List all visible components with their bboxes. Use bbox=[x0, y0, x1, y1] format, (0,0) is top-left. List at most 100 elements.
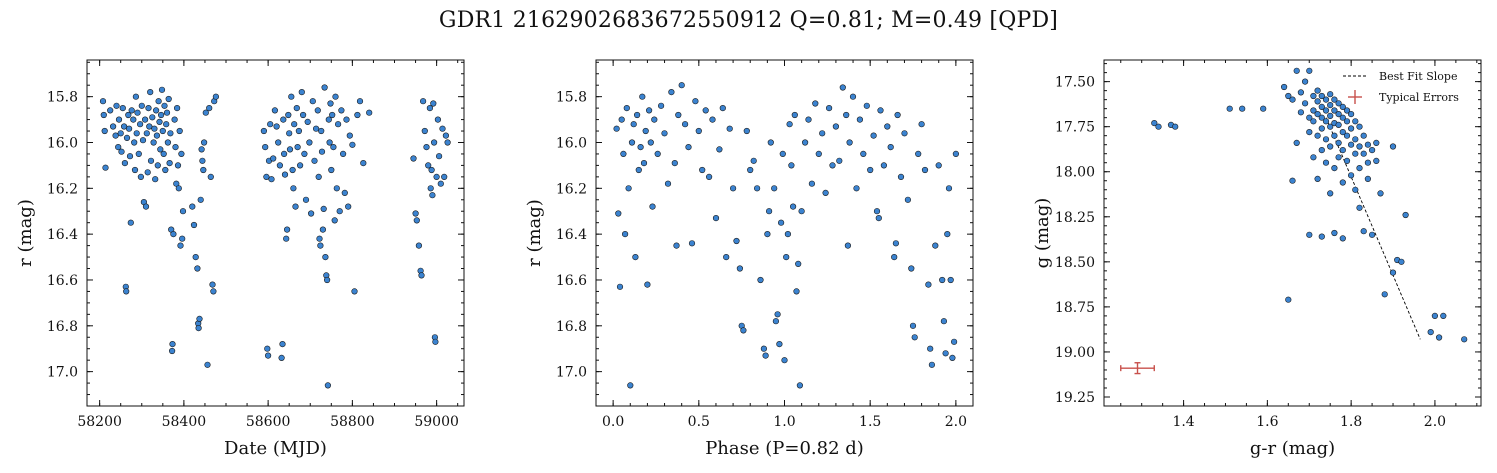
x-tick-label: 58400 bbox=[162, 414, 207, 430]
data-point bbox=[947, 276, 954, 284]
data-point bbox=[1347, 172, 1355, 179]
data-point bbox=[771, 185, 778, 192]
data-point bbox=[209, 281, 216, 288]
data-point bbox=[640, 160, 648, 167]
data-point bbox=[1335, 121, 1342, 128]
data-point bbox=[412, 210, 419, 217]
data-point bbox=[945, 185, 953, 192]
data-point bbox=[341, 189, 348, 196]
typical-error-bar bbox=[1120, 362, 1155, 375]
data-point bbox=[918, 121, 925, 128]
data-point bbox=[829, 162, 836, 169]
data-point bbox=[1398, 258, 1405, 265]
y-tick-label: 18.00 bbox=[1055, 165, 1095, 181]
data-point bbox=[281, 171, 289, 178]
data-point bbox=[132, 93, 139, 100]
data-point bbox=[328, 166, 335, 174]
data-point bbox=[927, 345, 934, 352]
data-point bbox=[880, 162, 888, 169]
data-point bbox=[349, 141, 356, 148]
data-point bbox=[657, 102, 665, 109]
data-point bbox=[302, 196, 310, 203]
data-point bbox=[1343, 107, 1351, 114]
data-point bbox=[335, 121, 342, 128]
data-point bbox=[154, 162, 161, 169]
data-point bbox=[331, 217, 338, 224]
data-point bbox=[1402, 211, 1409, 219]
data-point bbox=[950, 338, 958, 345]
data-point bbox=[155, 98, 162, 105]
data-point bbox=[702, 107, 709, 114]
data-point bbox=[1322, 118, 1330, 125]
data-point bbox=[750, 157, 757, 164]
data-point bbox=[268, 176, 275, 183]
data-point bbox=[1356, 165, 1363, 172]
data-point bbox=[206, 104, 213, 112]
data-point bbox=[939, 276, 946, 284]
data-point bbox=[159, 127, 166, 135]
data-point bbox=[695, 127, 702, 135]
data-layer bbox=[99, 84, 451, 389]
data-point bbox=[1373, 157, 1380, 164]
data-point bbox=[1285, 92, 1292, 100]
data-point bbox=[444, 139, 451, 146]
data-point bbox=[351, 288, 358, 295]
data-point bbox=[135, 150, 142, 157]
data-point bbox=[942, 350, 949, 357]
x-tick-label: 0.0 bbox=[602, 414, 624, 430]
data-point bbox=[1289, 96, 1296, 103]
data-point bbox=[1297, 109, 1304, 116]
data-point bbox=[426, 104, 434, 112]
data-point bbox=[149, 114, 156, 121]
data-point bbox=[1327, 101, 1334, 109]
data-point bbox=[1297, 89, 1304, 96]
data-point bbox=[685, 144, 692, 151]
data-point bbox=[115, 144, 122, 151]
data-point bbox=[198, 146, 205, 153]
data-point bbox=[1335, 139, 1342, 146]
data-point bbox=[940, 318, 948, 325]
data-point bbox=[117, 130, 124, 137]
data-point bbox=[777, 219, 785, 226]
ticks bbox=[1104, 60, 1481, 407]
data-point bbox=[199, 157, 206, 164]
data-point bbox=[1310, 118, 1317, 125]
data-point bbox=[1356, 204, 1363, 211]
x-tick-label: 2.0 bbox=[1424, 414, 1446, 430]
data-point bbox=[142, 203, 150, 210]
data-point bbox=[1352, 118, 1359, 125]
data-point bbox=[1310, 107, 1317, 114]
data-point bbox=[421, 127, 428, 135]
data-point bbox=[736, 265, 744, 272]
data-point bbox=[439, 125, 446, 132]
data-point bbox=[137, 173, 144, 180]
data-point bbox=[356, 98, 364, 105]
data-point bbox=[681, 121, 689, 128]
data-point bbox=[1327, 91, 1334, 98]
y-tick-label: 16.0 bbox=[556, 135, 587, 151]
data-point bbox=[166, 160, 173, 167]
data-point bbox=[1301, 78, 1309, 85]
data-point bbox=[289, 166, 296, 174]
data-point bbox=[425, 162, 432, 169]
x-tick-label: 1.8 bbox=[1340, 414, 1362, 430]
data-point bbox=[164, 139, 171, 146]
data-point bbox=[1318, 233, 1325, 240]
data-point bbox=[436, 153, 443, 160]
data-point bbox=[273, 123, 280, 130]
data-point bbox=[176, 127, 183, 135]
data-point bbox=[294, 144, 301, 151]
data-point bbox=[832, 123, 840, 130]
data-point bbox=[873, 208, 881, 215]
data-point bbox=[152, 176, 159, 183]
y-tick-label: 17.75 bbox=[1055, 120, 1095, 136]
best-fit-slope-line bbox=[1325, 117, 1421, 340]
data-point bbox=[428, 166, 435, 174]
data-point bbox=[796, 382, 804, 389]
data-point bbox=[620, 150, 627, 157]
data-point bbox=[313, 125, 320, 132]
data-point bbox=[1327, 190, 1334, 197]
data-point bbox=[314, 107, 321, 114]
data-point bbox=[1314, 132, 1321, 139]
